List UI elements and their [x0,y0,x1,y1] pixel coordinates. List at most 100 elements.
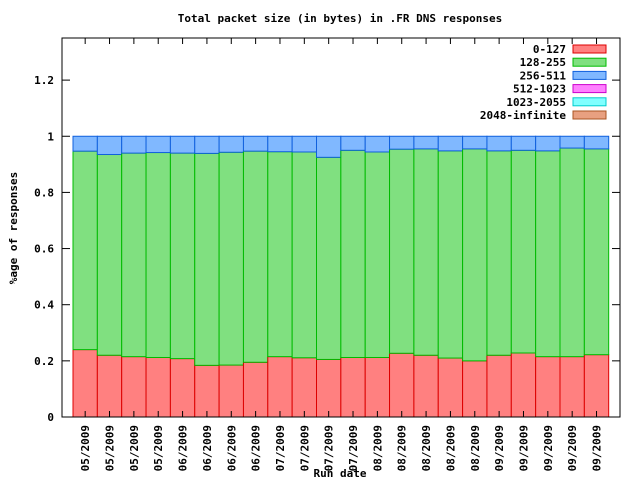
bar-segment-2-21 [583,135,610,150]
bar-segment-1-20 [559,147,585,358]
bar-segment-1-8 [267,151,293,358]
bar-segment-0-6 [218,364,244,418]
x-tick-label: 08/2009 [420,425,433,471]
bar-segment-2-1 [96,135,123,156]
x-tick-label: 08/2009 [469,425,482,471]
x-axis: 05/2009 05/2009 05/2009 05/2009 06/2009 06/20… [79,38,604,471]
legend-swatch [572,84,607,94]
bar-segment-2-14 [413,135,439,150]
x-tick-label: 07/2009 [347,425,360,471]
bar-segment-2-10 [316,135,342,158]
bar-segment-0-16 [462,360,488,418]
bar-segment-2-3 [145,135,171,154]
y-tick-label: 1 [47,130,54,143]
bar-segment-2-2 [121,135,147,154]
y-tick-label: 0.4 [34,299,54,312]
bar-segment-1-10 [316,156,342,360]
y-tick-label: 0.6 [34,243,54,256]
bar-segment-0-7 [242,361,269,418]
bar-segment-0-0 [72,349,98,418]
x-tick-label: 06/2009 [250,425,263,471]
bar-segment-1-2 [121,152,147,358]
x-tick-label: 08/2009 [444,425,457,471]
x-axis-label: Run date [314,467,367,480]
bar-segment-2-17 [486,135,512,152]
bar-segment-0-18 [510,352,537,418]
bar-segment-0-9 [291,357,317,418]
x-tick-label: 09/2009 [591,425,604,471]
bar-segment-1-14 [413,148,439,356]
bar-segment-0-17 [486,354,512,418]
bar-segment-0-19 [535,356,561,418]
legend-label: 0-127 [533,43,566,56]
bar-segment-1-4 [169,152,196,360]
bar-segment-1-12 [364,151,391,358]
x-tick-label: 09/2009 [542,425,555,471]
legend-label: 256-511 [520,69,567,82]
x-tick-label: 05/2009 [128,425,141,471]
x-tick-label: 07/2009 [323,425,336,471]
y-axis: 0 0.2 0.4 0.6 0.8 1 1.2 [34,74,620,424]
bar-segment-2-20 [559,135,585,149]
chart-title: Total packet size (in bytes) in .FR DNS … [178,12,503,25]
x-tick-label: 06/2009 [177,425,190,471]
bar-segment-2-15 [437,135,464,152]
x-tick-label: 05/2009 [152,425,165,471]
legend-label: 128-255 [520,56,566,69]
bar-segment-0-14 [413,354,439,418]
x-tick-label: 09/2009 [517,425,530,471]
y-tick-label: 0.8 [34,186,54,199]
bar-segment-1-0 [72,150,98,351]
legend-swatch [572,44,607,54]
legend-label: 512-1023 [513,83,566,96]
bar-segment-1-6 [218,151,244,366]
x-tick-label: 05/2009 [79,425,92,471]
bar-segment-2-0 [72,135,98,152]
legend-swatch [572,70,607,80]
plot-frame [61,37,621,418]
bar-segment-1-9 [291,151,317,359]
bars [72,135,610,418]
bar-segment-0-5 [194,364,220,418]
x-tick-label: 07/2009 [298,425,311,471]
bar-segment-1-15 [437,150,464,359]
legend-swatch [572,110,607,120]
bar-segment-1-7 [242,150,269,363]
y-tick-label: 0.2 [34,355,54,368]
bar-segment-1-1 [96,154,123,356]
x-tick-label: 08/2009 [396,425,409,471]
x-tick-label: 08/2009 [371,425,384,471]
bar-segment-1-3 [145,152,171,358]
x-tick-label: 09/2009 [493,425,506,471]
bar-segment-1-16 [462,148,488,362]
y-tick-label: 1.2 [34,74,54,87]
bar-segment-1-21 [583,148,610,356]
bar-segment-0-3 [145,356,171,418]
bar-segment-0-12 [364,356,391,418]
bar-segment-0-13 [389,352,415,418]
bar-segment-1-17 [486,150,512,356]
bar-segment-0-10 [316,358,342,418]
legend-swatch [572,57,607,67]
y-tick-label: 0 [47,411,54,424]
y-axis-label: %age of responses [7,172,20,285]
bar-segment-1-19 [535,150,561,358]
bar-segment-0-21 [583,354,610,418]
x-tick-label: 06/2009 [201,425,214,471]
bar-segment-0-1 [96,354,123,418]
bar-segment-2-13 [389,135,415,150]
bar-segment-0-20 [559,356,585,418]
x-tick-label: 09/2009 [566,425,579,471]
bar-segment-2-9 [291,135,317,153]
x-tick-label: 07/2009 [274,425,287,471]
legend-label: 2048-infinite [480,109,566,122]
bar-segment-0-8 [267,356,293,418]
bar-segment-2-12 [364,135,391,153]
bar-segment-0-15 [437,357,464,418]
bar-segment-2-19 [535,135,561,152]
bar-segment-2-11 [340,135,366,151]
bar-segment-1-5 [194,152,220,366]
bar-segment-0-11 [340,356,366,418]
bar-segment-1-11 [340,149,366,358]
